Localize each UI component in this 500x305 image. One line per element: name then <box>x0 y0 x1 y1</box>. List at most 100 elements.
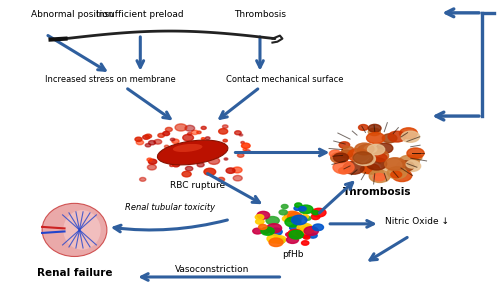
Circle shape <box>279 210 287 215</box>
Circle shape <box>256 219 264 224</box>
Text: Thrombosis: Thrombosis <box>343 187 411 197</box>
Circle shape <box>288 213 302 222</box>
Text: RBC rupture: RBC rupture <box>170 181 225 190</box>
Circle shape <box>224 158 228 160</box>
Circle shape <box>197 131 201 134</box>
Text: pfHb: pfHb <box>282 250 303 259</box>
Circle shape <box>240 134 242 136</box>
Circle shape <box>406 160 418 168</box>
Circle shape <box>403 161 420 171</box>
Circle shape <box>400 128 417 139</box>
Circle shape <box>366 132 384 144</box>
Circle shape <box>197 163 204 167</box>
Circle shape <box>342 146 354 154</box>
Circle shape <box>388 131 406 142</box>
Circle shape <box>402 131 419 142</box>
Circle shape <box>266 224 281 233</box>
Circle shape <box>387 167 407 179</box>
Circle shape <box>218 178 224 181</box>
Circle shape <box>358 144 378 157</box>
Circle shape <box>170 164 173 167</box>
Circle shape <box>242 143 250 149</box>
Circle shape <box>158 133 164 137</box>
Circle shape <box>308 227 314 231</box>
Circle shape <box>148 141 156 145</box>
Circle shape <box>185 125 194 131</box>
Circle shape <box>311 214 320 220</box>
Circle shape <box>192 130 198 135</box>
Circle shape <box>162 155 170 160</box>
Ellipse shape <box>42 203 107 257</box>
Circle shape <box>300 226 314 234</box>
Circle shape <box>343 161 364 174</box>
Circle shape <box>389 165 398 171</box>
Circle shape <box>170 138 175 141</box>
Circle shape <box>339 142 349 148</box>
Text: Renal failure: Renal failure <box>36 268 112 278</box>
Circle shape <box>360 166 374 174</box>
Circle shape <box>148 164 156 170</box>
Circle shape <box>233 175 242 181</box>
Circle shape <box>289 230 304 239</box>
Circle shape <box>267 235 281 243</box>
Circle shape <box>368 124 381 132</box>
Circle shape <box>261 227 274 235</box>
Circle shape <box>232 167 242 173</box>
Circle shape <box>290 225 299 231</box>
Circle shape <box>299 206 306 211</box>
Circle shape <box>312 224 324 231</box>
Circle shape <box>284 211 300 221</box>
Circle shape <box>163 131 170 136</box>
Circle shape <box>294 206 300 210</box>
Circle shape <box>286 236 298 243</box>
Circle shape <box>368 128 380 136</box>
Ellipse shape <box>158 140 228 165</box>
Circle shape <box>223 139 228 142</box>
Circle shape <box>282 216 292 221</box>
Circle shape <box>166 127 172 131</box>
Circle shape <box>312 211 319 215</box>
Text: Insufficient preload: Insufficient preload <box>96 10 184 19</box>
Circle shape <box>369 170 390 182</box>
Circle shape <box>288 216 299 222</box>
Circle shape <box>243 149 246 151</box>
Circle shape <box>269 238 283 246</box>
Circle shape <box>241 142 244 144</box>
Circle shape <box>384 158 406 170</box>
Circle shape <box>330 152 348 163</box>
Circle shape <box>364 145 377 153</box>
Circle shape <box>182 135 194 141</box>
Circle shape <box>299 205 313 213</box>
Circle shape <box>304 235 310 239</box>
Ellipse shape <box>173 144 203 152</box>
Circle shape <box>366 158 386 170</box>
Circle shape <box>142 135 150 139</box>
Circle shape <box>391 171 402 178</box>
Text: Renal tubular toxicity: Renal tubular toxicity <box>125 203 216 212</box>
Circle shape <box>282 204 288 209</box>
Circle shape <box>354 152 376 166</box>
Circle shape <box>348 149 368 161</box>
Circle shape <box>330 150 341 157</box>
Circle shape <box>172 163 180 167</box>
Text: Contact mechanical surface: Contact mechanical surface <box>226 75 344 84</box>
Circle shape <box>220 147 226 151</box>
Circle shape <box>188 133 192 135</box>
Circle shape <box>378 159 386 164</box>
Circle shape <box>304 227 318 235</box>
Circle shape <box>208 157 220 164</box>
Circle shape <box>148 159 156 164</box>
Circle shape <box>201 126 206 129</box>
Circle shape <box>382 134 397 143</box>
Text: Increased stress on membrane: Increased stress on membrane <box>45 75 176 84</box>
Circle shape <box>172 139 179 143</box>
Circle shape <box>374 154 387 162</box>
Circle shape <box>308 233 317 238</box>
Circle shape <box>226 168 235 173</box>
Circle shape <box>274 236 286 243</box>
Circle shape <box>302 214 308 219</box>
Circle shape <box>258 224 267 229</box>
Circle shape <box>286 233 292 236</box>
Circle shape <box>262 229 270 233</box>
Circle shape <box>363 164 380 174</box>
